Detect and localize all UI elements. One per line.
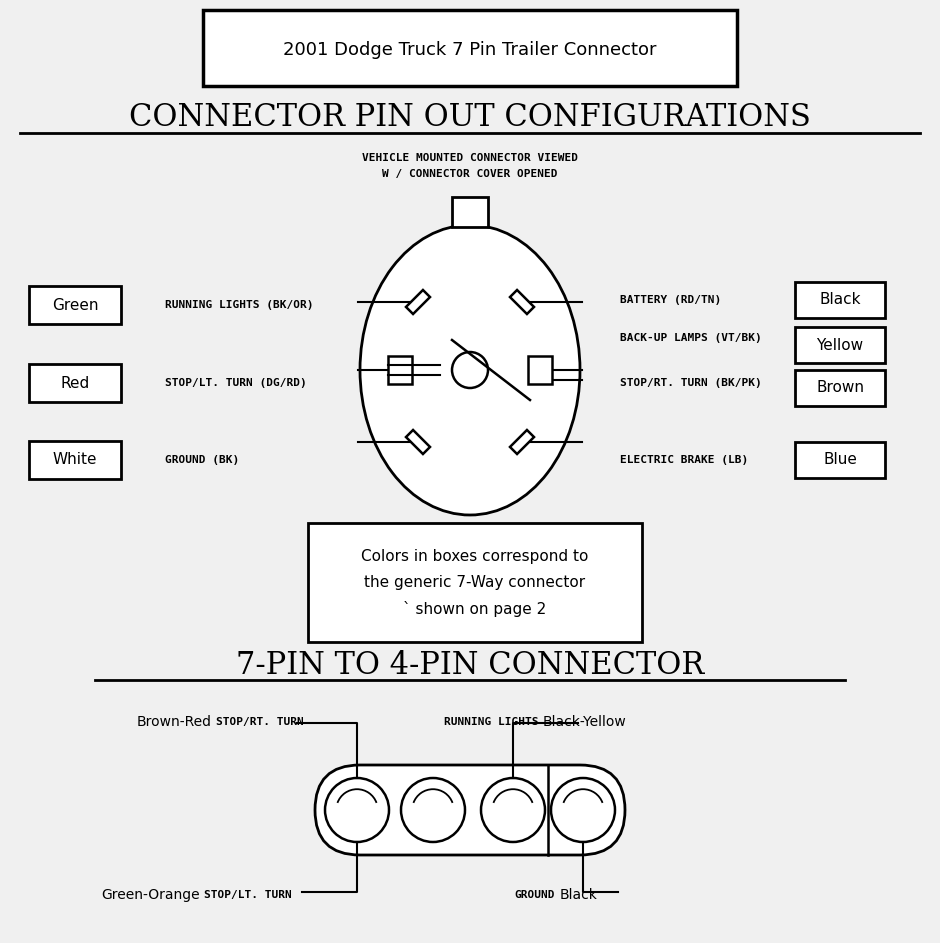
Text: Red: Red (60, 375, 89, 390)
Text: White: White (53, 453, 97, 468)
Text: VEHICLE MOUNTED CONNECTOR VIEWED: VEHICLE MOUNTED CONNECTOR VIEWED (362, 153, 578, 163)
Circle shape (452, 352, 488, 388)
Circle shape (481, 778, 545, 842)
FancyBboxPatch shape (795, 370, 885, 406)
FancyBboxPatch shape (29, 364, 121, 402)
Text: STOP/LT. TURN (DG/RD): STOP/LT. TURN (DG/RD) (165, 378, 306, 388)
FancyBboxPatch shape (795, 442, 885, 478)
Polygon shape (406, 430, 430, 454)
Polygon shape (510, 290, 534, 314)
Ellipse shape (360, 225, 580, 515)
Polygon shape (406, 290, 430, 314)
Text: Yellow: Yellow (817, 338, 864, 353)
FancyBboxPatch shape (795, 327, 885, 363)
FancyBboxPatch shape (203, 10, 737, 86)
Text: 2001 Dodge Truck 7 Pin Trailer Connector: 2001 Dodge Truck 7 Pin Trailer Connector (283, 41, 657, 59)
Circle shape (401, 778, 465, 842)
Text: the generic 7-Way connector: the generic 7-Way connector (365, 575, 586, 590)
Text: RUNNING LIGHTS: RUNNING LIGHTS (444, 717, 538, 727)
Text: ELECTRIC BRAKE (LB): ELECTRIC BRAKE (LB) (620, 455, 748, 465)
Bar (452, 197, 488, 227)
Text: ` shown on page 2: ` shown on page 2 (403, 601, 547, 617)
Text: 7-PIN TO 4-PIN CONNECTOR: 7-PIN TO 4-PIN CONNECTOR (236, 650, 704, 681)
Text: CONNECTOR PIN OUT CONFIGURATIONS: CONNECTOR PIN OUT CONFIGURATIONS (129, 103, 811, 134)
Text: BATTERY (RD/TN): BATTERY (RD/TN) (620, 295, 721, 305)
Bar (388, 356, 412, 384)
FancyBboxPatch shape (315, 765, 625, 855)
Text: BACK-UP LAMPS (VT/BK): BACK-UP LAMPS (VT/BK) (620, 333, 761, 343)
Polygon shape (510, 430, 534, 454)
Text: Green: Green (52, 297, 99, 312)
Text: STOP/LT. TURN: STOP/LT. TURN (204, 890, 291, 900)
Text: Blue: Blue (823, 453, 857, 468)
Text: Green-Orange: Green-Orange (102, 888, 200, 902)
Text: Brown: Brown (816, 380, 864, 395)
Text: Colors in boxes correspond to: Colors in boxes correspond to (361, 550, 588, 565)
Text: STOP/RT. TURN (BK/PK): STOP/RT. TURN (BK/PK) (620, 378, 761, 388)
FancyBboxPatch shape (29, 441, 121, 479)
Text: Brown-Red: Brown-Red (137, 715, 212, 729)
Text: GROUND: GROUND (514, 890, 555, 900)
Bar (528, 356, 552, 384)
Text: GROUND (BK): GROUND (BK) (165, 455, 240, 465)
Text: RUNNING LIGHTS (BK/OR): RUNNING LIGHTS (BK/OR) (165, 300, 314, 310)
Text: Black: Black (560, 888, 598, 902)
Text: W / CONNECTOR COVER OPENED: W / CONNECTOR COVER OPENED (383, 169, 557, 179)
Circle shape (325, 778, 389, 842)
FancyBboxPatch shape (29, 286, 121, 324)
Text: STOP/RT. TURN: STOP/RT. TURN (216, 717, 304, 727)
Text: Black-Yellow: Black-Yellow (543, 715, 627, 729)
Text: Black: Black (820, 292, 861, 307)
FancyBboxPatch shape (795, 282, 885, 318)
FancyBboxPatch shape (308, 523, 642, 642)
Circle shape (551, 778, 615, 842)
